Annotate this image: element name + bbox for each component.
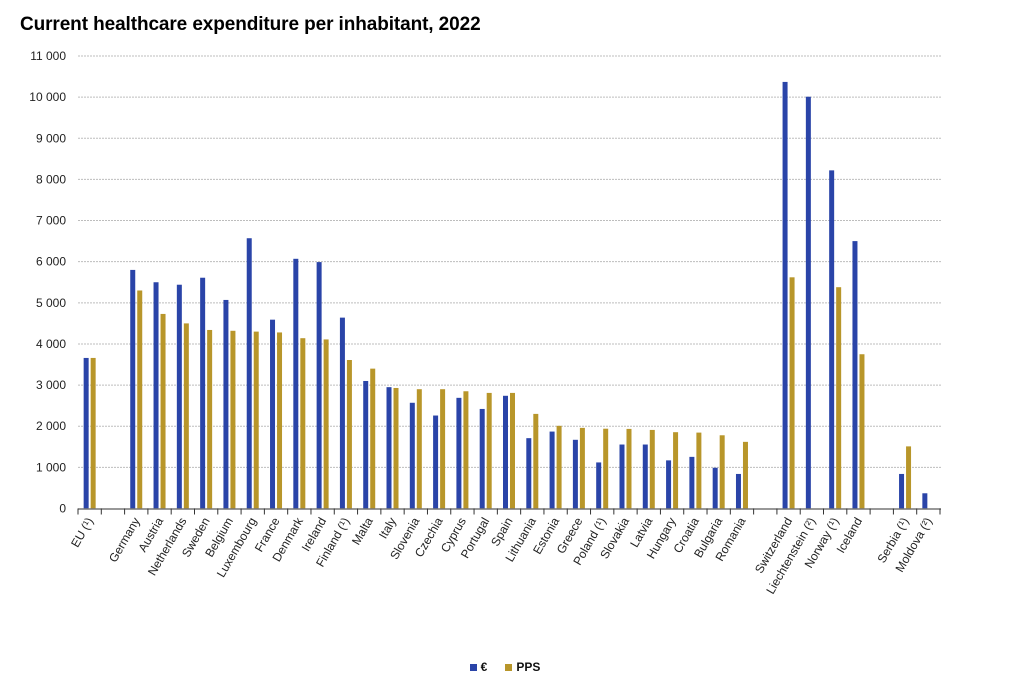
y-tick-label: 8 000 (36, 172, 66, 186)
bar-pps (510, 392, 515, 509)
bar-pps (463, 391, 469, 509)
bar-euro (223, 299, 229, 509)
bar-pps (742, 441, 748, 509)
bar-euro (479, 408, 485, 509)
bar-pps (323, 339, 329, 509)
y-tick-label: 7 000 (36, 214, 66, 228)
bars (83, 81, 928, 509)
bar-euro (246, 238, 252, 509)
bar-pps (393, 387, 399, 509)
y-tick-label: 0 (59, 502, 66, 516)
bar-pps (183, 323, 189, 509)
y-tick-label: 9 000 (36, 131, 66, 145)
bar-pps (673, 432, 679, 509)
bar-pps (230, 330, 236, 509)
bar-pps (90, 357, 96, 509)
bar-euro (339, 317, 345, 509)
bar-euro (526, 438, 532, 509)
bar-pps (486, 392, 492, 509)
bar-euro (363, 380, 369, 509)
bar-pps (859, 354, 865, 509)
y-tick-label: 10 000 (29, 90, 66, 104)
bar-pps (416, 389, 422, 509)
bar-euro (153, 282, 159, 509)
bar-euro (805, 96, 811, 509)
bar-pps (370, 368, 376, 509)
bar-euro (549, 431, 555, 509)
legend-label-pps: PPS (516, 660, 541, 674)
bar-euro (456, 397, 462, 509)
bar-euro (712, 467, 718, 509)
bar-pps (626, 428, 632, 509)
bar-pps (533, 413, 539, 509)
bar-pps (906, 446, 912, 509)
y-tick-label: 2 000 (36, 419, 66, 433)
bar-pps (696, 432, 702, 509)
bar-pps (440, 389, 446, 509)
bar-pps (789, 277, 795, 509)
y-tick-label: 11 000 (30, 49, 66, 63)
bar-pps (649, 429, 655, 509)
bar-euro (293, 258, 299, 509)
x-axis-category-labels: EU (¹) GermanyAustriaNetherlandsSwedenBel… (68, 514, 935, 596)
x-category-label: Italy (376, 515, 399, 541)
bar-euro (176, 284, 182, 509)
x-category-label: Germany (106, 515, 143, 565)
legend-swatch-pps (505, 663, 513, 671)
bar-pps (277, 332, 283, 509)
y-tick-label: 6 000 (36, 255, 66, 269)
bar-euro (409, 402, 415, 509)
bar-pps (160, 313, 166, 509)
bar-euro (642, 444, 648, 509)
bar-euro (572, 439, 578, 509)
legend-item-euro: € (469, 660, 488, 674)
bar-pps (556, 425, 562, 509)
legend-label-euro: € (480, 660, 488, 674)
bar-euro (619, 444, 625, 509)
y-tick-label: 1 000 (36, 460, 66, 474)
bar-pps (207, 329, 213, 509)
bar-euro (689, 456, 695, 509)
bar-pps (719, 435, 725, 509)
bar-euro (922, 493, 928, 509)
bar-pps (346, 360, 352, 509)
y-tick-label: 5 000 (36, 296, 66, 310)
bar-euro (852, 241, 858, 509)
y-tick-label: 3 000 (36, 378, 66, 392)
bar-euro (316, 262, 322, 509)
bar-euro (666, 460, 672, 509)
bar-chart: 0 1 000 2 000 3 000 4 000 5 000 6 000 7 000 8 00… (29, 49, 941, 597)
bar-euro (270, 319, 276, 509)
bar-pps (137, 290, 143, 509)
bar-euro (782, 81, 788, 509)
bar-pps (253, 331, 259, 509)
bar-pps (579, 427, 585, 509)
legend-swatch-euro (469, 663, 477, 671)
bar-euro (83, 357, 89, 509)
bar-euro (433, 415, 439, 509)
bar-pps (300, 338, 306, 509)
legend-item-pps: PPS (505, 660, 540, 674)
x-category-label: Malta (349, 515, 376, 548)
y-tick-label: 4 000 (36, 337, 66, 351)
x-category-label: EU (¹) (68, 515, 96, 550)
bar-pps (836, 287, 842, 509)
x-axis (77, 508, 941, 515)
bar-euro (829, 170, 835, 509)
bar-euro (596, 462, 602, 509)
bar-euro (899, 473, 905, 509)
chart-title: Current healthcare expenditure per inhab… (20, 14, 481, 35)
bar-euro (735, 473, 741, 509)
y-axis-tick-labels: 0 1 000 2 000 3 000 4 000 5 000 6 000 7 000 8 00… (29, 49, 66, 516)
bar-euro (200, 277, 206, 509)
bar-euro (130, 269, 136, 509)
bar-pps (603, 428, 609, 509)
bar-euro (503, 395, 508, 509)
legend: € PPS (0, 660, 1010, 674)
bar-euro (386, 387, 392, 509)
